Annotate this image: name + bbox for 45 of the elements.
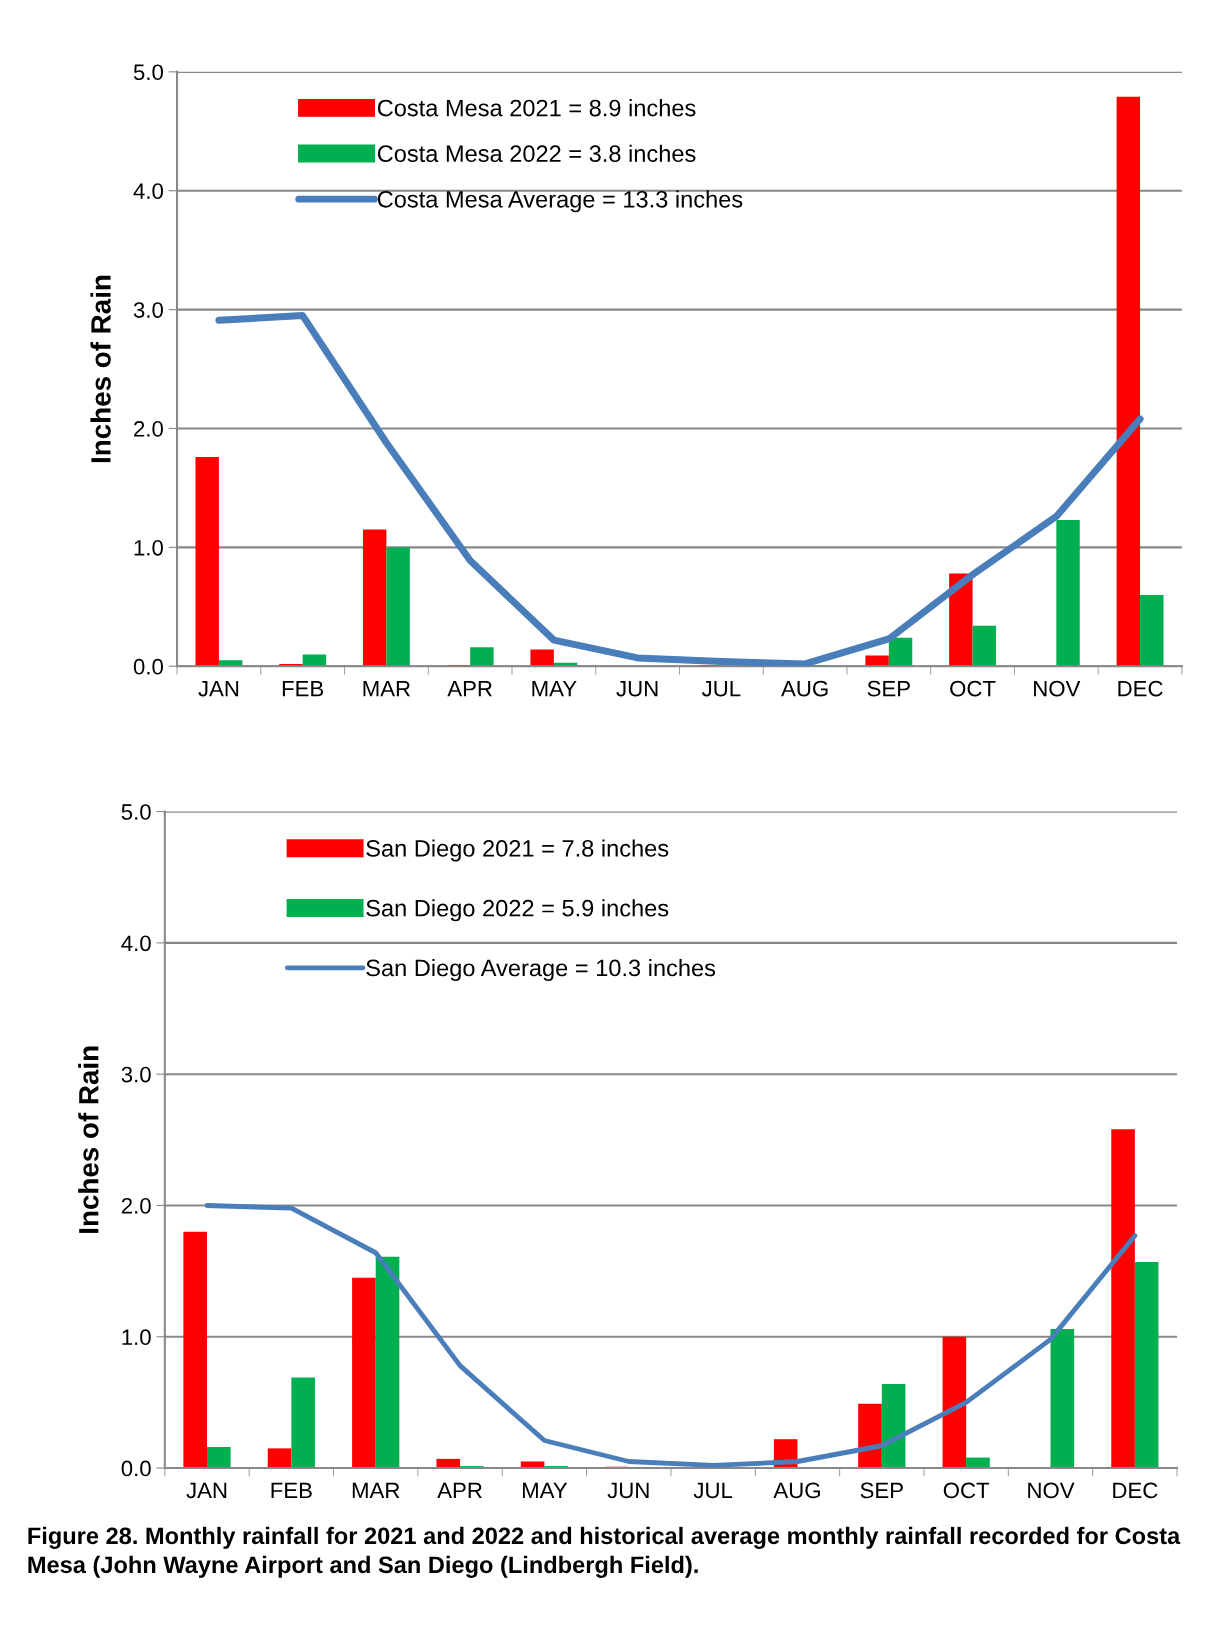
x-tick-label: FEB (271, 1482, 312, 1499)
x-tick-label: AUG (773, 1482, 820, 1499)
x-tick-label: MAR (352, 1482, 400, 1499)
y-tick-label: 0.0 (121, 1460, 151, 1477)
y-tick-label: 5.0 (121, 804, 151, 820)
y-tick-label: 5.0 (133, 64, 163, 81)
y-axis-title: Inches of Rain (78, 1046, 99, 1233)
y-tick-label: 4.0 (121, 935, 151, 952)
legend-label: Costa Mesa 2021 = 8.9 inches (377, 99, 696, 117)
y-tick-label: 2.0 (134, 421, 163, 437)
x-tick-label: OCT (943, 1482, 990, 1499)
x-tick-label: JAN (186, 1482, 227, 1499)
x-tick-label: JUN (607, 1482, 649, 1499)
x-tick-label: FEB (282, 680, 324, 697)
legend-label: San Diego Average = 10.3 inches (366, 958, 716, 981)
x-tick-label: JUL (701, 680, 741, 697)
y-tick-label: 1.0 (134, 539, 163, 556)
y-tick-label: 4.0 (133, 183, 163, 200)
x-tick-label: DEC (1118, 680, 1163, 697)
y-tick-label: 0.0 (133, 658, 163, 675)
x-tick-label: JUN (616, 680, 658, 697)
x-tick-label: JUL (693, 1482, 733, 1499)
x-tick-label: MAY (522, 1482, 568, 1499)
legend-label: Costa Mesa 2022 = 3.8 inches (377, 144, 696, 163)
y-tick-label: 1.0 (122, 1329, 151, 1346)
y-tick-label: 3.0 (121, 1066, 151, 1083)
legend-label: Costa Mesa Average = 13.3 inches (377, 190, 743, 213)
x-tick-label: NOV (1028, 1482, 1075, 1499)
x-tick-label: NOV (1034, 680, 1081, 697)
y-tick-label: 2.0 (121, 1198, 151, 1214)
y-axis-title: Inches of Rain (90, 275, 111, 463)
legend-label: San Diego 2022 = 5.9 inches (366, 899, 669, 922)
x-tick-label: SEP (860, 1482, 903, 1499)
x-tick-label: SEP (867, 680, 910, 697)
x-tick-label: AUG (781, 680, 828, 697)
y-tick-label: 3.0 (133, 302, 163, 318)
x-tick-label: JAN (198, 680, 239, 697)
legend-label: San Diego 2021 = 7.8 inches (366, 839, 669, 862)
x-tick-label: MAR (363, 680, 411, 697)
x-tick-label: APR (447, 680, 492, 697)
x-tick-label: OCT (950, 680, 996, 697)
caption: Figure 28. Monthly rainfall for 2021 and 2022 and historical average monthly rainfall recorded for Costa Mesa (John Wayne Airport and San Diego (Lindbergh Field). (28, 1526, 1181, 1578)
x-tick-label: MAY (532, 680, 577, 697)
x-tick-label: DEC (1113, 1482, 1158, 1499)
x-tick-label: APR (437, 1482, 482, 1499)
